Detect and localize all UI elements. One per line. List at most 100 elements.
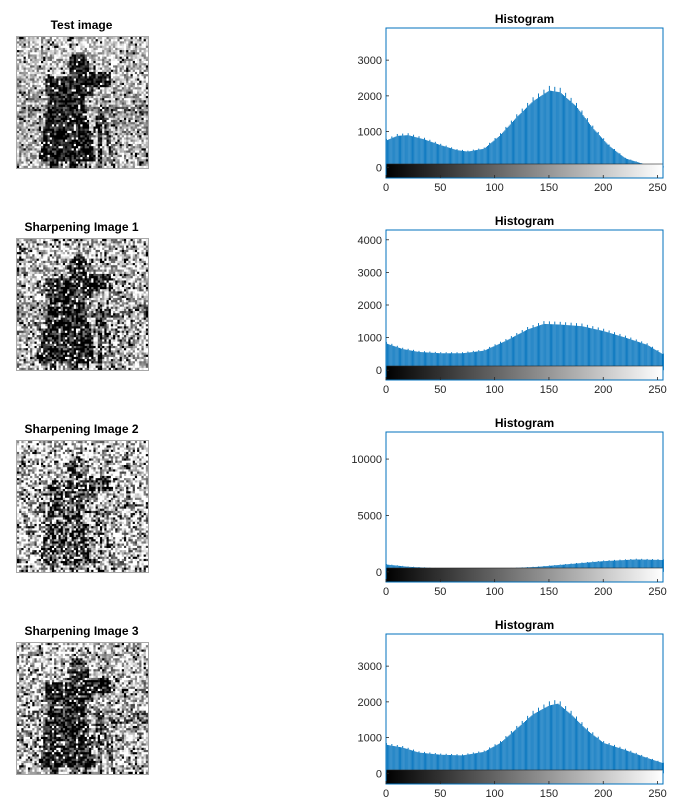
histogram-bar [402,133,404,168]
histogram-bar [440,352,442,371]
histogram-bar [656,761,658,774]
histogram-bar [602,742,604,774]
histogram-bar [489,346,491,371]
histogram-bar [511,122,513,168]
y-tick-label: 3000 [358,55,382,67]
histogram-bar [475,351,476,371]
histogram-bar [502,741,504,774]
histogram-bar [590,562,592,572]
histogram-bar [541,709,543,774]
histogram-bar [438,353,440,371]
histogram-bar [397,347,399,371]
histogram-bar [642,756,644,774]
histogram-bar [437,754,438,774]
histogram-bar [540,96,542,168]
histogram-bar [580,563,582,572]
histogram-bar [417,137,419,168]
histogram-bar [629,339,631,371]
histogram-bar [388,344,390,371]
histogram-bar [508,339,510,371]
histogram-bar [560,324,562,371]
histogram-bar [597,560,599,572]
histogram-bar [507,736,509,774]
histogram-bar [517,727,519,774]
histogram-title: Histogram [495,214,554,228]
histogram-bar [396,345,398,371]
histogram-bar [405,135,407,168]
y-tick-label: 1000 [358,333,382,345]
histogram-bar [389,745,391,774]
noisy-image [16,36,149,169]
histogram-bar [413,349,415,371]
histogram-bar [407,133,409,168]
histogram-bar [481,350,483,371]
histogram-bar [442,353,444,371]
histogram-bar [630,159,632,168]
histogram-bar [589,732,591,774]
histogram-bar [484,350,486,371]
histogram-bar [485,349,487,371]
histogram-bar [661,353,663,371]
histogram-bar [564,324,566,371]
histogram-bar [633,753,635,774]
histogram-bar [546,324,548,371]
histogram-bar [405,349,407,371]
histogram-bar [648,559,650,572]
histogram-bar [636,754,638,774]
histogram-bar [459,150,461,168]
histogram-bar [539,96,541,168]
histogram-bar [394,346,396,371]
histogram-bar [657,350,659,371]
histogram-bar [452,148,454,168]
histogram-bar [594,561,596,572]
histogram-bar [501,342,503,371]
x-tick-label: 0 [383,182,389,194]
histogram-bar [488,145,489,168]
histogram-bar [486,349,488,371]
histogram-bar [519,725,521,774]
histogram-bar [388,139,390,168]
histogram-bar [397,135,399,168]
histogram-bar [490,748,492,774]
histogram-bar [414,136,416,168]
histogram-bar [539,325,541,371]
histogram-bar [554,700,556,774]
histogram-bar [641,754,643,774]
x-tick-label: 100 [485,182,503,194]
histogram-bar [458,150,460,168]
histogram-bar [534,99,536,168]
histogram-bar [480,351,482,371]
histogram-bar [533,100,535,168]
histogram-bar [622,749,624,774]
histogram-bar [556,703,558,774]
x-tick-label: 250 [648,586,666,598]
histogram-bar [418,350,420,371]
histogram-bar [463,755,464,774]
histogram-bar [455,353,457,371]
histogram-bar [610,745,612,774]
histogram-bar [571,325,573,371]
histogram-bar [435,353,437,371]
histogram-bar [443,353,445,371]
histogram-bar [564,709,566,774]
histogram-bar [586,727,588,774]
histogram-bar [659,559,661,572]
histogram-bar [616,335,618,371]
histogram-bar [406,748,408,774]
histogram-bar [445,352,447,371]
image-title: Sharpening Image 3 [24,624,139,638]
histogram-bar [601,137,602,168]
histogram-bar [596,329,598,371]
histogram-bar [557,91,559,168]
histogram-bar [408,749,410,774]
histogram-bar [608,144,610,168]
histogram-bar [520,724,522,774]
histogram-bar [416,351,418,371]
histogram-bar [617,152,619,168]
histogram-bar [406,349,408,371]
histogram-bar [390,344,392,371]
histogram-bar [500,741,501,774]
histogram-bar [654,559,656,572]
histogram-bar [545,707,547,774]
histogram-bar [627,750,629,774]
